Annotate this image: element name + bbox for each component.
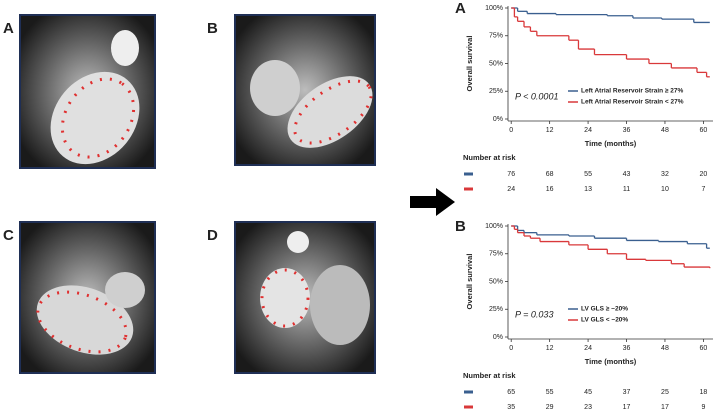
risk-count: 18 [699, 389, 707, 396]
risk-count: 17 [623, 404, 631, 411]
risk-count: 20 [699, 171, 707, 178]
x-axis-label: Time (months) [585, 139, 637, 148]
risk-count: 7 [701, 186, 705, 193]
risk-title: Number at risk [463, 371, 516, 380]
risk-count: 35 [507, 404, 515, 411]
risk-count: 9 [701, 404, 705, 411]
risk-title: Number at risk [463, 153, 516, 162]
y-axis-label: Overall survival [465, 254, 474, 310]
y-tick-label: 75% [489, 251, 503, 258]
risk-count: 11 [623, 186, 630, 193]
y-tick-label: 25% [489, 88, 503, 95]
risk-count: 45 [584, 389, 592, 396]
legend-label: LV GLS ≥ −20% [581, 306, 628, 313]
risk-count: 25 [661, 389, 669, 396]
mri-b [234, 14, 376, 166]
y-axis-label: Overall survival [465, 36, 474, 92]
risk-count: 29 [546, 404, 554, 411]
y-tick-label: 0% [493, 116, 503, 123]
panel-letter: C [3, 227, 14, 244]
y-tick-label: 25% [489, 306, 503, 313]
risk-count: 24 [507, 186, 515, 193]
y-tick-label: 100% [485, 223, 503, 230]
y-tick-label: 50% [489, 278, 503, 285]
x-tick-label: 48 [661, 345, 669, 352]
x-tick-label: 0 [509, 127, 513, 134]
mri-d [234, 221, 376, 374]
legend-label: Left Atrial Reservoir Strain ≥ 27% [581, 88, 684, 95]
x-tick-label: 12 [546, 345, 554, 352]
mri-c [19, 221, 156, 374]
legend-label: LV GLS < −20% [581, 317, 628, 324]
panel-letter: B [455, 218, 466, 235]
panel-letter: A [455, 0, 466, 17]
x-tick-label: 36 [623, 345, 631, 352]
x-tick-label: 60 [699, 127, 707, 134]
risk-count: 68 [546, 171, 554, 178]
risk-count: 16 [546, 186, 554, 193]
x-tick-label: 24 [584, 127, 592, 134]
risk-count: 76 [507, 171, 515, 178]
x-tick-label: 0 [509, 345, 513, 352]
x-tick-label: 24 [584, 345, 592, 352]
mri-a [19, 14, 156, 169]
y-tick-label: 50% [489, 60, 503, 67]
p-value: P < 0.0001 [515, 91, 558, 101]
x-axis-label: Time (months) [585, 357, 637, 366]
y-tick-label: 100% [485, 5, 503, 12]
panel-letter: B [207, 20, 218, 37]
x-tick-label: 60 [699, 345, 707, 352]
arrow [410, 188, 455, 216]
risk-count: 10 [661, 186, 669, 193]
risk-count: 43 [623, 171, 631, 178]
legend-label: Left Atrial Reservoir Strain < 27% [581, 99, 684, 106]
y-tick-label: 75% [489, 33, 503, 40]
risk-count: 23 [584, 404, 592, 411]
risk-count: 13 [584, 186, 592, 193]
risk-count: 17 [661, 404, 669, 411]
x-tick-label: 36 [623, 127, 631, 134]
x-tick-label: 12 [546, 127, 554, 134]
y-tick-label: 0% [493, 334, 503, 341]
risk-count: 55 [584, 171, 592, 178]
p-value: P = 0.033 [515, 309, 553, 319]
panel-letter: A [3, 20, 14, 37]
x-tick-label: 48 [661, 127, 669, 134]
risk-count: 32 [661, 171, 669, 178]
risk-count: 37 [623, 389, 631, 396]
risk-count: 65 [507, 389, 515, 396]
panel-letter: D [207, 227, 218, 244]
risk-count: 55 [546, 389, 554, 396]
